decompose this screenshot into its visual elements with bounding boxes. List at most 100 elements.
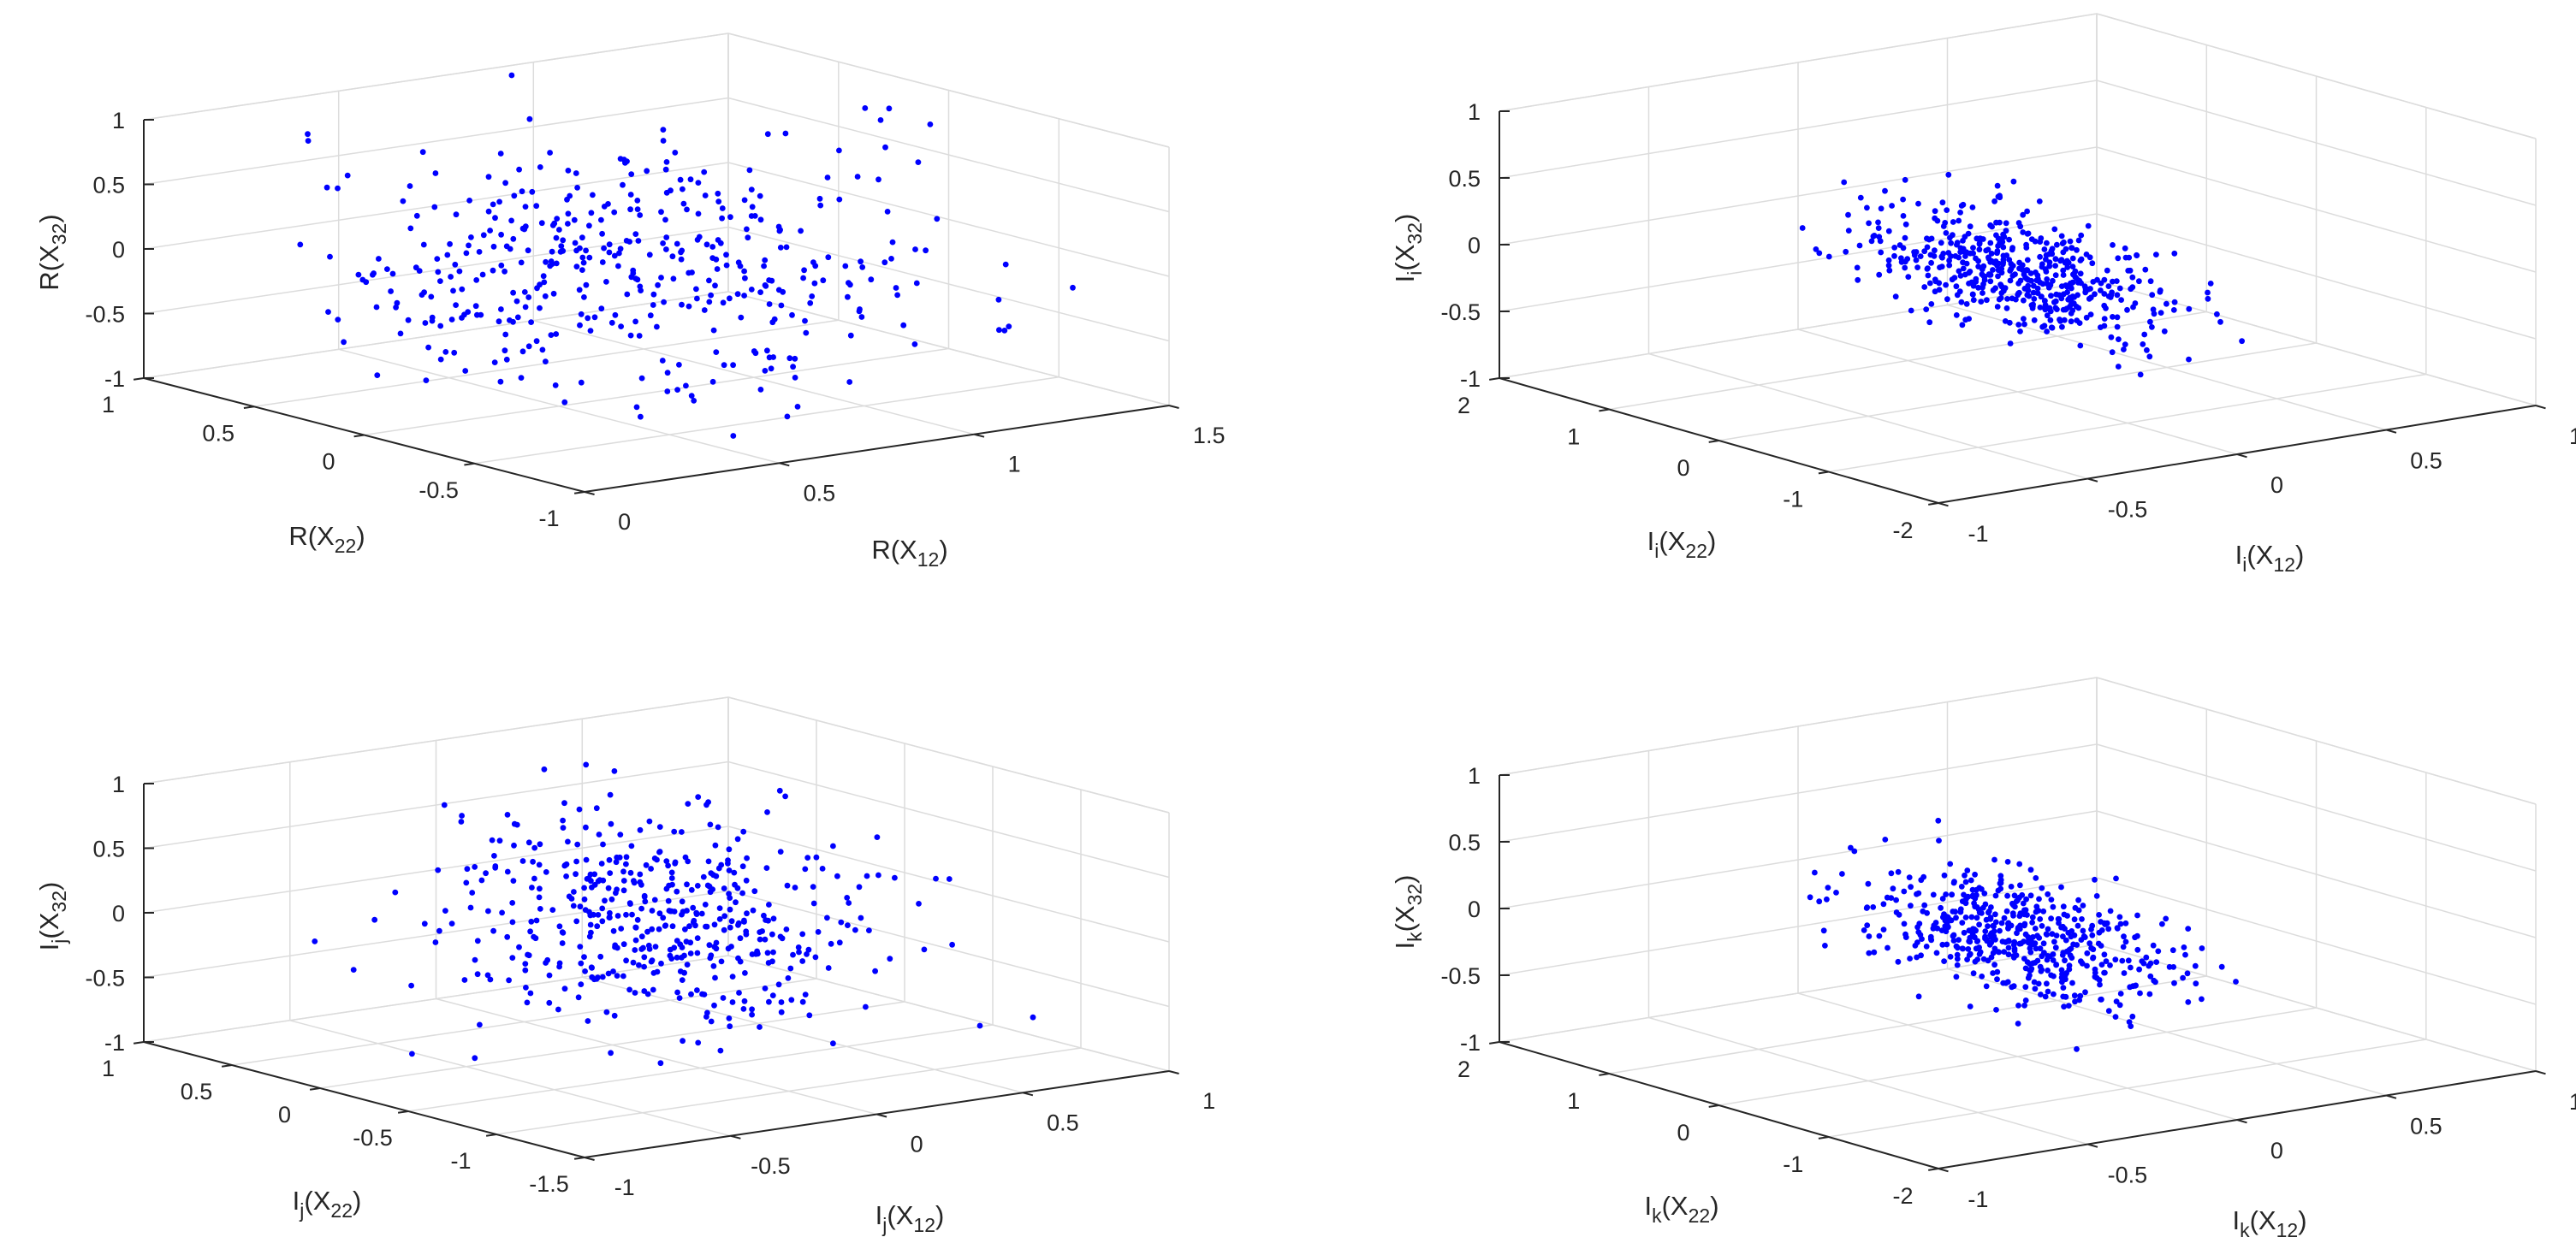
scatter-point — [437, 356, 444, 363]
scatter-point — [1967, 223, 1974, 230]
scatter-point — [734, 836, 741, 843]
scatter-point — [489, 837, 496, 844]
scatter-point — [502, 180, 508, 186]
scatter-point — [537, 305, 543, 311]
scatter-point — [2021, 321, 2027, 328]
scatter-point — [1954, 951, 1961, 958]
scatter-point — [2149, 292, 2156, 299]
scatter-point — [2185, 999, 2192, 1005]
scatter-point — [629, 911, 635, 918]
scatter-point — [638, 881, 644, 888]
scatter-point — [1923, 306, 1930, 312]
scatter-point — [1923, 944, 1930, 950]
y-axis-line — [143, 1041, 585, 1158]
scatter-point — [432, 939, 439, 945]
scatter-point — [490, 267, 496, 274]
scatter-point — [2045, 284, 2052, 291]
scatter-point — [2007, 340, 2014, 346]
scatter-point — [325, 309, 331, 315]
scatter-point — [2199, 945, 2205, 951]
scatter-point — [585, 315, 591, 322]
scatter-point — [587, 921, 594, 928]
scatter-point — [709, 244, 716, 250]
scatter-point — [726, 1015, 733, 1021]
scatter-point — [727, 295, 733, 302]
scatter-point — [1950, 219, 1956, 225]
scatter-point — [2042, 298, 2048, 304]
scatter-point — [2005, 925, 2011, 932]
scatter-point — [2134, 912, 2140, 919]
scatter-point — [1997, 873, 2004, 879]
y-tick-label: 1 — [1567, 1088, 1580, 1114]
scatter-point — [725, 860, 731, 867]
scatter-point — [506, 977, 512, 984]
scatter-point — [842, 263, 849, 269]
scatter-point — [1927, 933, 1934, 940]
scatter-point — [741, 293, 747, 299]
scatter-point — [1970, 297, 1977, 304]
scatter-point — [751, 888, 758, 895]
scatter-point — [691, 917, 697, 924]
scatter-point — [1924, 909, 1931, 916]
scatter-point — [804, 855, 811, 861]
scatter-point — [2003, 305, 2010, 311]
scatter-point — [583, 856, 590, 863]
scatter-point — [588, 878, 594, 885]
scatter-point — [882, 144, 888, 151]
scatter-point — [2171, 980, 2177, 986]
scatter-point — [2122, 920, 2129, 926]
scatter-point — [1975, 284, 1982, 291]
z-tick-label: 1 — [112, 772, 125, 797]
scatter-point — [900, 322, 907, 329]
scatter-point — [660, 138, 667, 144]
scatter-point — [830, 843, 836, 849]
scatter-point — [2025, 230, 2032, 237]
scatter-point — [2020, 211, 2027, 218]
scatter-point — [836, 939, 843, 946]
scatter-point — [1921, 902, 1928, 909]
scatter-point — [577, 903, 584, 910]
scatter-point — [502, 268, 507, 275]
scatter-point — [676, 995, 683, 1001]
wall-gridline — [727, 955, 1170, 1072]
scatter-point — [845, 293, 851, 300]
scatter-point — [1972, 871, 1979, 878]
scatter-point — [1993, 1007, 1999, 1013]
floor-gridline — [582, 976, 1024, 1094]
scatter-point — [1997, 281, 2004, 287]
scatter-point — [2207, 281, 2214, 287]
x-tick-label: 0.5 — [2410, 1114, 2442, 1139]
scatter-point — [596, 832, 602, 838]
scatter-point — [799, 998, 806, 1005]
scatter-point — [617, 246, 624, 252]
scatter-point — [620, 941, 627, 948]
scatter-point — [2016, 861, 2023, 867]
scatter-point — [2060, 903, 2067, 910]
scatter-point — [2039, 923, 2045, 929]
scatter-point — [838, 919, 845, 926]
scatter-point — [536, 894, 543, 901]
scatter-point — [1947, 861, 1954, 867]
scatter-point — [2035, 275, 2041, 282]
scatter-point — [2093, 893, 2100, 899]
x-tick-mark — [584, 491, 595, 495]
scatter-point — [1944, 296, 1950, 303]
scatter-point — [766, 998, 772, 1005]
scatter-point — [2152, 979, 2158, 986]
scatter-point — [1968, 914, 1975, 920]
scatter-point — [884, 209, 891, 215]
scatter-point — [2119, 957, 2126, 964]
scatter-point — [911, 341, 918, 347]
scatter-point — [2239, 338, 2246, 345]
scatter-point — [526, 115, 533, 122]
scatter-point — [1915, 890, 1922, 897]
scatter-point — [2096, 912, 2103, 918]
scatter-point — [1956, 268, 1962, 275]
scatter-point — [2009, 295, 2015, 302]
scatter-point — [2031, 979, 2038, 986]
scatter-point — [688, 393, 695, 399]
scatter-point — [537, 164, 543, 170]
scatter-point — [1857, 194, 1864, 201]
scatter-point — [2015, 925, 2021, 931]
scatter-point — [498, 262, 505, 269]
